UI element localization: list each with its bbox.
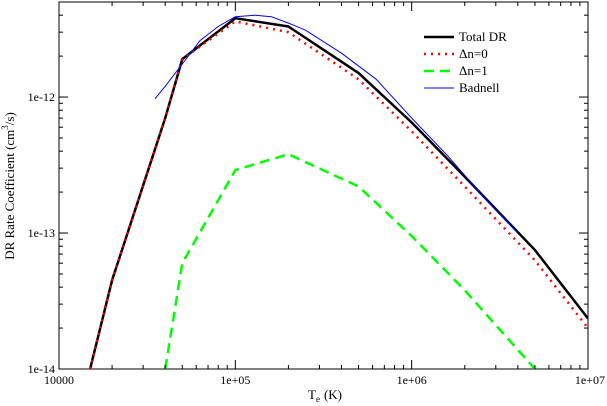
x-tick-label: 1e+07 [575,373,605,387]
legend-label: Δn=0 [459,46,488,61]
x-tick-label: 1e+05 [220,373,250,387]
legend-label: Total DR [459,29,507,44]
series-line-2 [88,20,588,369]
series-line-1 [88,16,588,369]
series-line-4 [154,14,519,234]
y-tick-label: 1e-12 [28,90,55,104]
y-tick-label: 1e-14 [28,362,55,376]
series-line-3 [163,152,536,369]
y-tick-label: 1e-13 [28,226,55,240]
x-tick-label: 10000 [44,373,74,387]
legend-label: Δn=1 [459,63,488,78]
x-axis-title: Te (K) [308,387,342,404]
plot-frame [58,1,589,370]
x-tick-label: 1e+06 [397,373,427,387]
y-axis-title: DR Rate Coefficient (cm3/s) [0,112,17,260]
legend-label: Badnell [459,80,500,95]
